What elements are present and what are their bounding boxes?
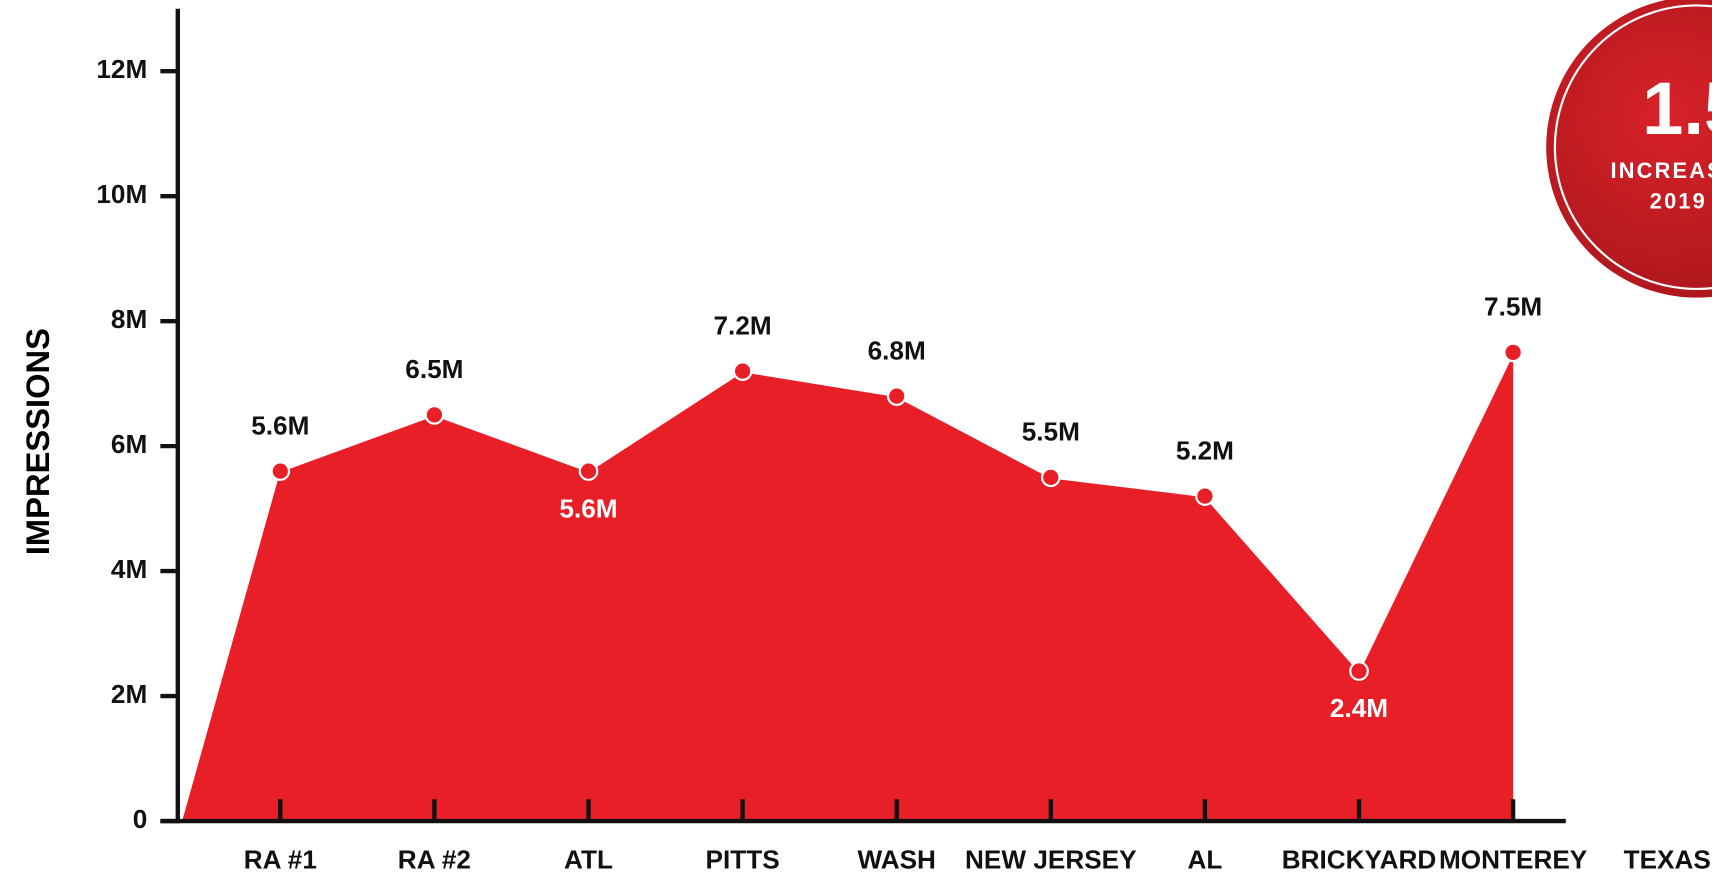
data-label: 5.5M [1022, 417, 1080, 447]
y-tick-label: 10M [96, 179, 147, 209]
y-tick-label: 4M [111, 554, 147, 584]
data-label: 5.2M [1176, 435, 1234, 465]
point [1349, 661, 1369, 681]
x-tick-label: RA #1 [244, 844, 317, 874]
data-label: 7.2M [714, 310, 772, 340]
x-tick-label: NEW JERSEY [965, 844, 1137, 874]
point [732, 361, 753, 381]
point [424, 405, 445, 425]
badge-ring [1553, 4, 1712, 290]
data-label: 6.8M [868, 335, 926, 365]
x-tick-label: PITTS [706, 844, 780, 874]
y-axis-label: IMPRESSIONS [19, 328, 56, 555]
x-tick-label: RA #2 [398, 844, 471, 874]
x-tick-label: TEXAS [1624, 844, 1711, 874]
y-tick-label: 8M [111, 304, 147, 334]
x-tick-label: MONTEREY [1439, 844, 1588, 874]
y-tick-label: 2M [111, 679, 147, 709]
badge-line2: 2019 [1650, 189, 1707, 214]
x-tick-label: AL [1187, 844, 1222, 874]
y-tick-label: 12M [96, 54, 147, 84]
y-tick-label: 6M [111, 429, 147, 459]
badge-circle [1546, 0, 1712, 298]
y-tick-label: 0 [133, 804, 148, 834]
data-label: 5.6M [251, 410, 309, 440]
point [270, 461, 291, 481]
x-tick-label: ATL [564, 844, 613, 874]
point [886, 386, 907, 406]
data-label: 2.4M [1330, 693, 1388, 723]
point [1503, 342, 1523, 363]
point [1195, 486, 1215, 506]
badge-line1: INCREAS [1611, 158, 1712, 183]
area [182, 352, 1514, 822]
data-label: 6.5M [405, 354, 463, 384]
data-label: 5.6M [559, 493, 617, 523]
data-label: 7.5M [1484, 292, 1542, 322]
badge-value: 1.5 [1642, 67, 1712, 150]
point [578, 461, 599, 481]
x-tick-label: BRICKYARD [1282, 844, 1437, 874]
x-tick-label: WASH [857, 844, 935, 874]
badge: 1.5 INCREAS 2019 [1546, 0, 1712, 298]
point [1040, 467, 1061, 488]
